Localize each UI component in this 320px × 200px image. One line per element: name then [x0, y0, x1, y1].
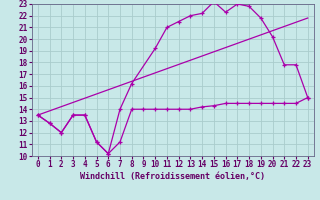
X-axis label: Windchill (Refroidissement éolien,°C): Windchill (Refroidissement éolien,°C) [80, 172, 265, 181]
